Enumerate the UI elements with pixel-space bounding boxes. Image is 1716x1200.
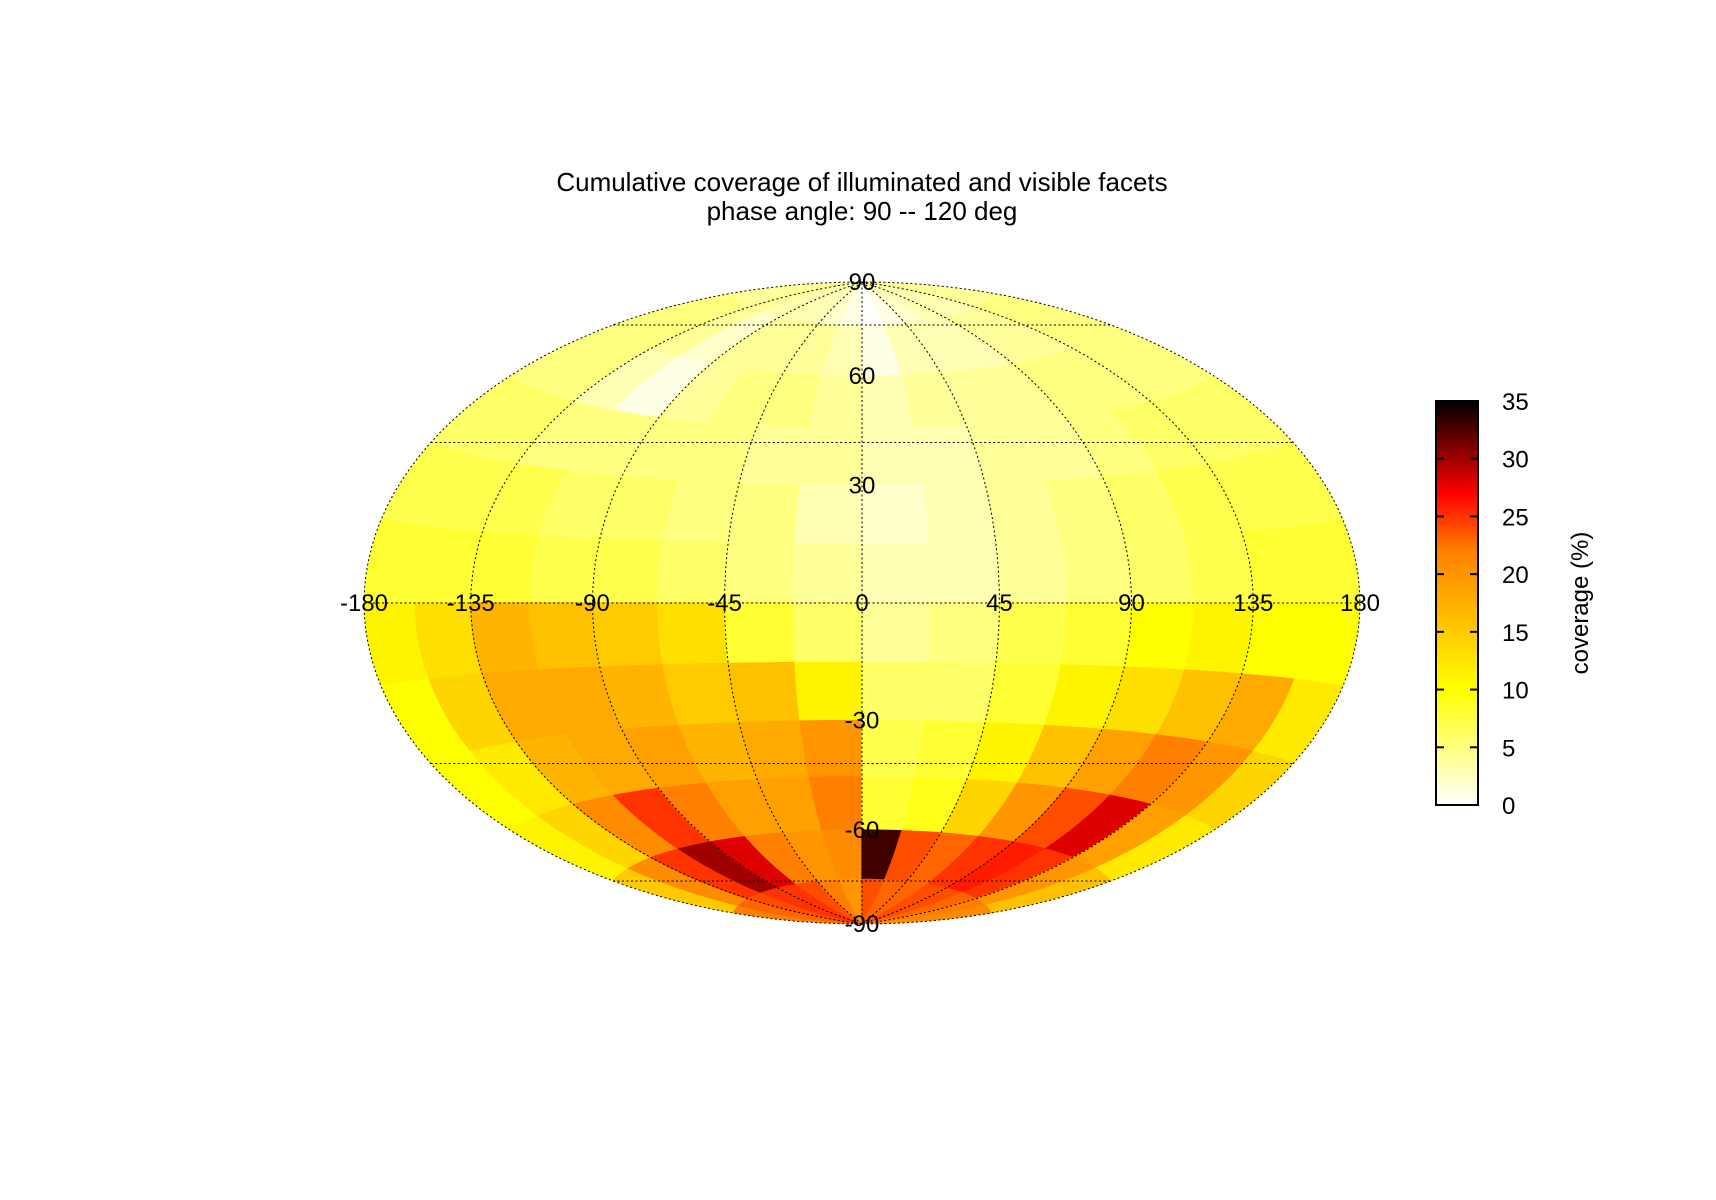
chart-title: Cumulative coverage of illuminated and v… — [556, 167, 1167, 197]
coverage-cell — [1293, 519, 1360, 604]
x-tick-label: -135 — [447, 590, 495, 617]
chart-subtitle: phase angle: 90 -- 120 deg — [707, 196, 1018, 226]
coverage-cells — [364, 282, 1360, 924]
x-tick-label: -180 — [340, 590, 388, 617]
y-tick-label: -60 — [845, 817, 880, 844]
x-tick-label: 0 — [855, 590, 868, 617]
coverage-cell — [792, 542, 863, 604]
meridian-line — [470, 281, 863, 925]
x-tick-label: 135 — [1233, 590, 1273, 617]
meridian-line — [861, 281, 1254, 925]
latitude-tick-labels: 90 60 30 -30 -60 -90 — [845, 269, 880, 938]
y-tick-label: -90 — [845, 911, 880, 938]
y-tick-label: -30 — [845, 708, 880, 735]
colorbar-ticks: 0 5 10 15 20 25 30 35 — [1436, 389, 1529, 820]
coverage-cell — [792, 602, 863, 664]
x-tick-label: -90 — [575, 590, 610, 617]
graticule — [363, 281, 1361, 925]
colorbar: 0 5 10 15 20 25 30 35 coverage (%) — [1435, 389, 1594, 820]
colorbar-tick-label: 30 — [1502, 447, 1529, 474]
coverage-cell — [727, 482, 801, 545]
colorbar-tick-label: 5 — [1502, 735, 1515, 762]
map-outline — [363, 281, 1361, 925]
coverage-cell — [861, 602, 932, 664]
coverage-cell — [923, 482, 997, 545]
coverage-cell — [923, 661, 997, 724]
x-tick-label: 90 — [1118, 590, 1145, 617]
x-tick-label: -45 — [707, 590, 742, 617]
colorbar-ramp — [1436, 401, 1478, 805]
coverage-cell — [727, 661, 801, 724]
y-tick-label: 60 — [849, 363, 876, 390]
colorbar-tick-label: 25 — [1502, 504, 1529, 531]
colorbar-tick-label: 0 — [1502, 793, 1515, 820]
colorbar-tick-label: 20 — [1502, 562, 1529, 589]
x-tick-label: 180 — [1340, 590, 1380, 617]
y-tick-label: 90 — [849, 269, 876, 296]
coverage-cell — [861, 904, 992, 924]
y-tick-label: 30 — [849, 473, 876, 500]
colorbar-tick-label: 35 — [1502, 389, 1529, 416]
colorbar-label: coverage (%) — [1567, 532, 1594, 675]
coverage-cell — [861, 542, 932, 604]
longitude-tick-labels: -180 -135 -90 -45 0 45 90 135 180 — [340, 590, 1380, 617]
x-tick-label: 45 — [986, 590, 1013, 617]
colorbar-frame — [1435, 400, 1479, 806]
colorbar-tick-label: 10 — [1502, 678, 1529, 705]
colorbar-tick-label: 15 — [1502, 620, 1529, 647]
